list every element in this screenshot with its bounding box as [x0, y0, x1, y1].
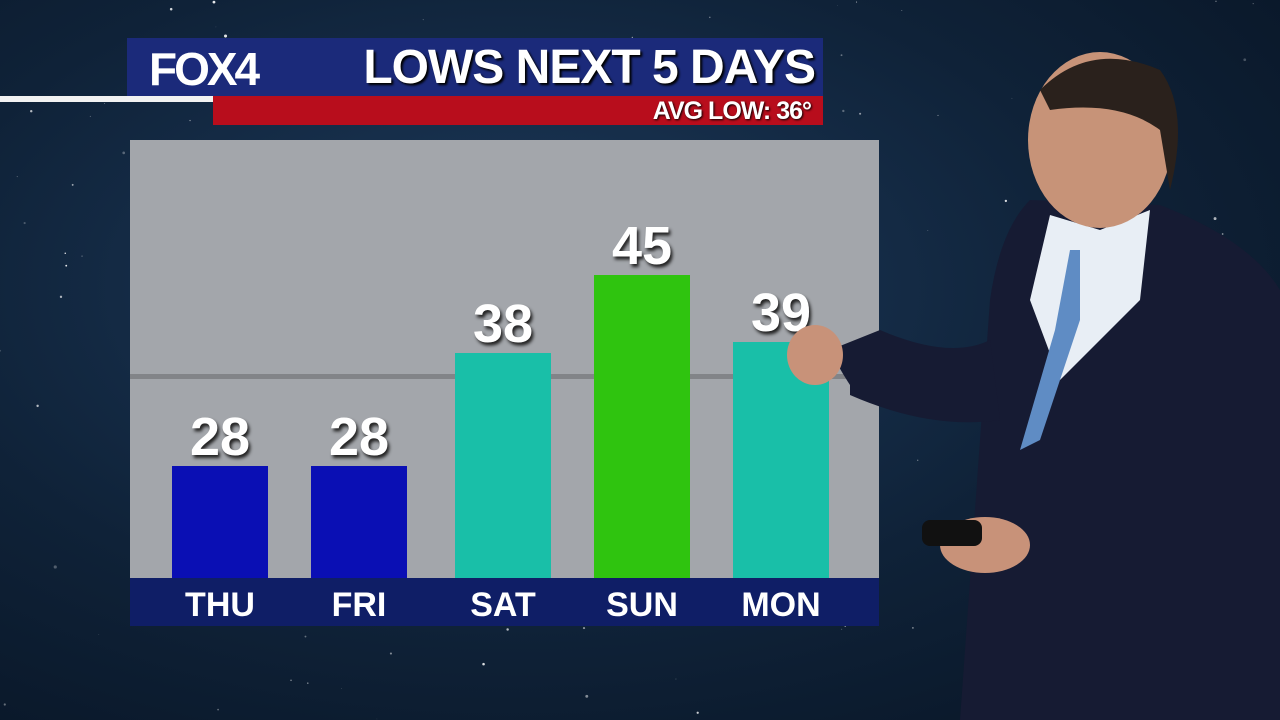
star: [64, 252, 67, 255]
star: [482, 662, 485, 666]
bar-fri: [311, 465, 407, 578]
star: [675, 678, 677, 680]
star: [709, 16, 711, 19]
tick-label-sun: SUN: [606, 586, 678, 624]
star: [506, 628, 509, 631]
title-banner: FOX4 LOWS NEXT 5 DAYS: [127, 38, 823, 96]
tick-label-thu: THU: [185, 586, 255, 624]
value-label-fri: 28: [328, 406, 390, 467]
tick-label-mon: MON: [741, 586, 821, 624]
star: [912, 627, 914, 629]
star: [65, 264, 68, 267]
star: [837, 5, 838, 6]
star: [122, 151, 126, 155]
star: [917, 459, 919, 461]
star: [215, 26, 217, 28]
star: [53, 565, 57, 569]
star: [59, 295, 63, 299]
star: [1213, 217, 1217, 221]
star: [859, 112, 862, 115]
tick-label-sat: SAT: [470, 586, 536, 624]
star: [0, 349, 2, 352]
accent-line: [0, 96, 213, 102]
star: [290, 679, 292, 682]
star: [36, 404, 39, 408]
star: [389, 652, 393, 655]
star: [1252, 3, 1254, 5]
star: [840, 54, 843, 57]
star: [30, 109, 33, 113]
star: [16, 176, 18, 178]
value-label-sat: 38: [472, 294, 534, 355]
bar-sat: [455, 353, 551, 578]
star: [937, 114, 939, 116]
avg-low-label: AVG LOW: 36°: [652, 97, 812, 125]
day-axis: THU FRI SAT SUN MON: [130, 578, 879, 626]
star: [1004, 199, 1008, 203]
meteorologist: [787, 52, 1280, 720]
avg-low-banner: AVG LOW: 36°: [213, 96, 823, 125]
star: [304, 635, 307, 638]
value-label-thu: 28: [189, 406, 251, 467]
star: [307, 682, 309, 684]
star: [376, 718, 378, 720]
star: [212, 0, 216, 4]
star: [585, 694, 589, 698]
star: [842, 109, 845, 113]
star: [1221, 233, 1224, 235]
bar-thu: [172, 465, 268, 578]
star: [217, 708, 219, 711]
star: [104, 103, 106, 105]
star: [23, 221, 26, 225]
star: [422, 19, 424, 21]
star: [98, 633, 100, 635]
star: [927, 230, 929, 231]
star: [3, 703, 6, 706]
fox4-logo: FOX4: [149, 43, 260, 95]
star: [1011, 97, 1013, 99]
star: [81, 255, 83, 257]
star: [1243, 58, 1247, 62]
star: [224, 34, 228, 38]
bar-chart-area: 28 28 38 45 39: [130, 140, 879, 578]
graphic-title: LOWS NEXT 5 DAYS: [363, 41, 816, 94]
star: [169, 7, 173, 11]
star: [901, 10, 903, 11]
bar-sun: [594, 274, 690, 578]
star: [841, 628, 843, 630]
star: [855, 1, 858, 3]
star: [696, 711, 699, 714]
star: [189, 119, 191, 122]
star: [582, 627, 586, 630]
tick-label-fri: FRI: [331, 586, 387, 624]
star: [341, 688, 342, 689]
star: [71, 183, 74, 186]
star: [631, 36, 634, 39]
star: [89, 115, 91, 117]
star: [1215, 0, 1217, 3]
value-label-sun: 45: [611, 215, 673, 276]
